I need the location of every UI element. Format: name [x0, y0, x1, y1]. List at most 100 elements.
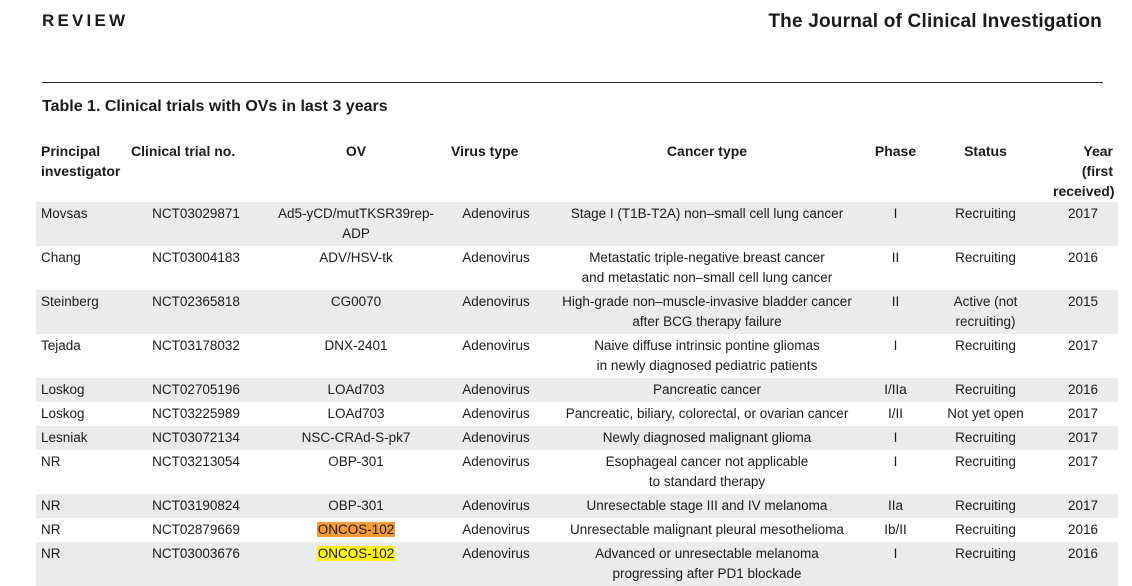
cell-pi: Chang — [41, 250, 81, 265]
cell-ov: OBP-301 — [328, 454, 384, 469]
header-phase: Phase — [874, 143, 917, 159]
table-row: NR NCT03003676 ONCOS-102 Adenovirus Adva… — [36, 542, 1118, 586]
cell-cancer-type: Newly diagnosed malignant glioma — [546, 426, 868, 450]
cell-status: Recruiting — [923, 494, 1048, 518]
cell-virus-type: Adenovirus — [462, 522, 530, 537]
cell-virus-type: Adenovirus — [462, 338, 530, 353]
cell-pi: NR — [36, 542, 126, 586]
cell-ov: CG0070 — [266, 290, 446, 334]
cell-phase: II — [891, 250, 900, 265]
header-clinical-trial-no: Clinical trial no. — [131, 143, 236, 159]
cell-phase: I — [868, 202, 923, 246]
table-row: Chang NCT03004183 ADV/HSV-tk Adenovirus … — [36, 246, 1118, 290]
cell-trial-no: NCT03004183 — [152, 250, 240, 265]
cell-virus-type: Adenovirus — [462, 454, 530, 469]
cell-ov: LOAd703 — [327, 406, 385, 421]
cell-virus-type: Adenovirus — [462, 250, 530, 265]
cell-cancer-type: High-grade non–muscle-invasive bladder c… — [546, 290, 868, 334]
cell-trial-no: NCT03178032 — [152, 338, 240, 353]
highlighted-ov-orange: ONCOS-102 — [316, 522, 396, 537]
cell-phase: I — [868, 426, 923, 450]
cell-virus-type: Adenovirus — [446, 202, 546, 246]
cell-virus-type: Adenovirus — [446, 426, 546, 450]
cell-status: Active (not recruiting) — [923, 290, 1048, 334]
cell-year: 2016 — [1048, 378, 1118, 402]
header-ov: OV — [345, 143, 367, 159]
cell-year: 2016 — [1048, 542, 1118, 586]
cell-virus-type: Adenovirus — [446, 290, 546, 334]
cell-ov: ONCOS-102 — [266, 518, 446, 542]
header-principal-investigator: Principal investigator — [41, 143, 121, 179]
cell-cancer-type: Unresectable malignant pleural mesotheli… — [570, 522, 844, 537]
cell-virus-type: Adenovirus — [446, 542, 546, 586]
cell-trial-no: NCT03072134 — [126, 426, 266, 450]
cell-pi: Loskog — [41, 406, 85, 421]
table-row: NR NCT03213054 OBP-301 Adenovirus Esopha… — [36, 450, 1118, 494]
header-year: Year (first received) — [1053, 143, 1115, 199]
cell-status: Recruiting — [923, 202, 1048, 246]
cell-status: Recruiting — [955, 454, 1016, 469]
header-cancer-type: Cancer type — [666, 143, 748, 159]
table-caption: Table 1. Clinical trials with OVs in las… — [42, 98, 388, 115]
cell-ov: ONCOS-102 — [266, 542, 446, 586]
section-label: REVIEW — [42, 11, 129, 30]
cell-cancer-type: Pancreatic cancer — [546, 378, 868, 402]
cell-virus-type: Adenovirus — [446, 494, 546, 518]
table-header-row: Principal investigator Clinical trial no… — [36, 140, 1118, 202]
cell-year: 2017 — [1067, 454, 1099, 469]
cell-trial-no: NCT03029871 — [126, 202, 266, 246]
header-status: Status — [964, 143, 1007, 159]
header-virus-type: Virus type — [451, 143, 519, 159]
table-row: Lesniak NCT03072134 NSC-CRAd-S-pk7 Adeno… — [36, 426, 1118, 450]
cell-phase: I — [893, 338, 898, 353]
cell-pi: Steinberg — [36, 290, 126, 334]
cell-cancer-type: Metastatic triple-negative breast cancer… — [581, 250, 833, 285]
cell-pi: NR — [41, 522, 61, 537]
table-row: NR NCT02879669 ONCOS-102 Adenovirus Unre… — [36, 518, 1118, 542]
highlighted-ov-yellow: ONCOS-102 — [316, 546, 396, 561]
cell-pi: Movsas — [36, 202, 126, 246]
journal-title: The Journal of Clinical Investigation — [768, 11, 1102, 32]
cell-status: Recruiting — [955, 338, 1016, 353]
cell-cancer-type: Esophageal cancer not applicable to stan… — [605, 454, 809, 489]
cell-trial-no: NCT03213054 — [152, 454, 240, 469]
cell-trial-no: NCT03190824 — [126, 494, 266, 518]
table-row: Loskog NCT02705196 LOAd703 Adenovirus Pa… — [36, 378, 1118, 402]
cell-status: Not yet open — [947, 406, 1024, 421]
cell-year: 2017 — [1067, 406, 1099, 421]
cell-year: 2016 — [1067, 250, 1099, 265]
cell-ov: Ad5-yCD/mutTKSR39rep-ADP — [266, 202, 446, 246]
cell-cancer-type: Advanced or unresectable melanoma progre… — [546, 542, 868, 586]
cell-trial-no: NCT02365818 — [126, 290, 266, 334]
cell-ov: NSC-CRAd-S-pk7 — [266, 426, 446, 450]
cell-cancer-type: Stage I (T1B-T2A) non–small cell lung ca… — [546, 202, 868, 246]
cell-trial-no: NCT03225989 — [152, 406, 240, 421]
cell-ov: LOAd703 — [266, 378, 446, 402]
cell-year: 2015 — [1048, 290, 1118, 334]
cell-status: Recruiting — [923, 378, 1048, 402]
cell-year: 2017 — [1048, 202, 1118, 246]
cell-virus-type: Adenovirus — [446, 378, 546, 402]
cell-status: Recruiting — [955, 250, 1016, 265]
clinical-trials-table: Principal investigator Clinical trial no… — [36, 140, 1118, 586]
cell-pi: NR — [36, 494, 126, 518]
header-rule — [42, 82, 1103, 83]
cell-phase: I/II — [887, 406, 903, 421]
cell-cancer-type: Pancreatic, biliary, colorectal, or ovar… — [565, 406, 849, 421]
table-row: NR NCT03190824 OBP-301 Adenovirus Unrese… — [36, 494, 1118, 518]
cell-status: Recruiting — [955, 522, 1016, 537]
cell-trial-no: NCT02879669 — [152, 522, 240, 537]
cell-year: 2017 — [1067, 338, 1099, 353]
cell-virus-type: Adenovirus — [462, 406, 530, 421]
cell-cancer-type: Naive diffuse intrinsic pontine gliomas … — [594, 338, 820, 373]
cell-trial-no: NCT03003676 — [126, 542, 266, 586]
cell-ov: OBP-301 — [266, 494, 446, 518]
cell-status: Recruiting — [923, 542, 1048, 586]
cell-pi: Loskog — [36, 378, 126, 402]
cell-year: 2016 — [1067, 522, 1099, 537]
cell-trial-no: NCT02705196 — [126, 378, 266, 402]
table-row: Movsas NCT03029871 Ad5-yCD/mutTKSR39rep-… — [36, 202, 1118, 246]
table-row: Steinberg NCT02365818 CG0070 Adenovirus … — [36, 290, 1118, 334]
cell-status: Recruiting — [923, 426, 1048, 450]
cell-phase: I/IIa — [868, 378, 923, 402]
